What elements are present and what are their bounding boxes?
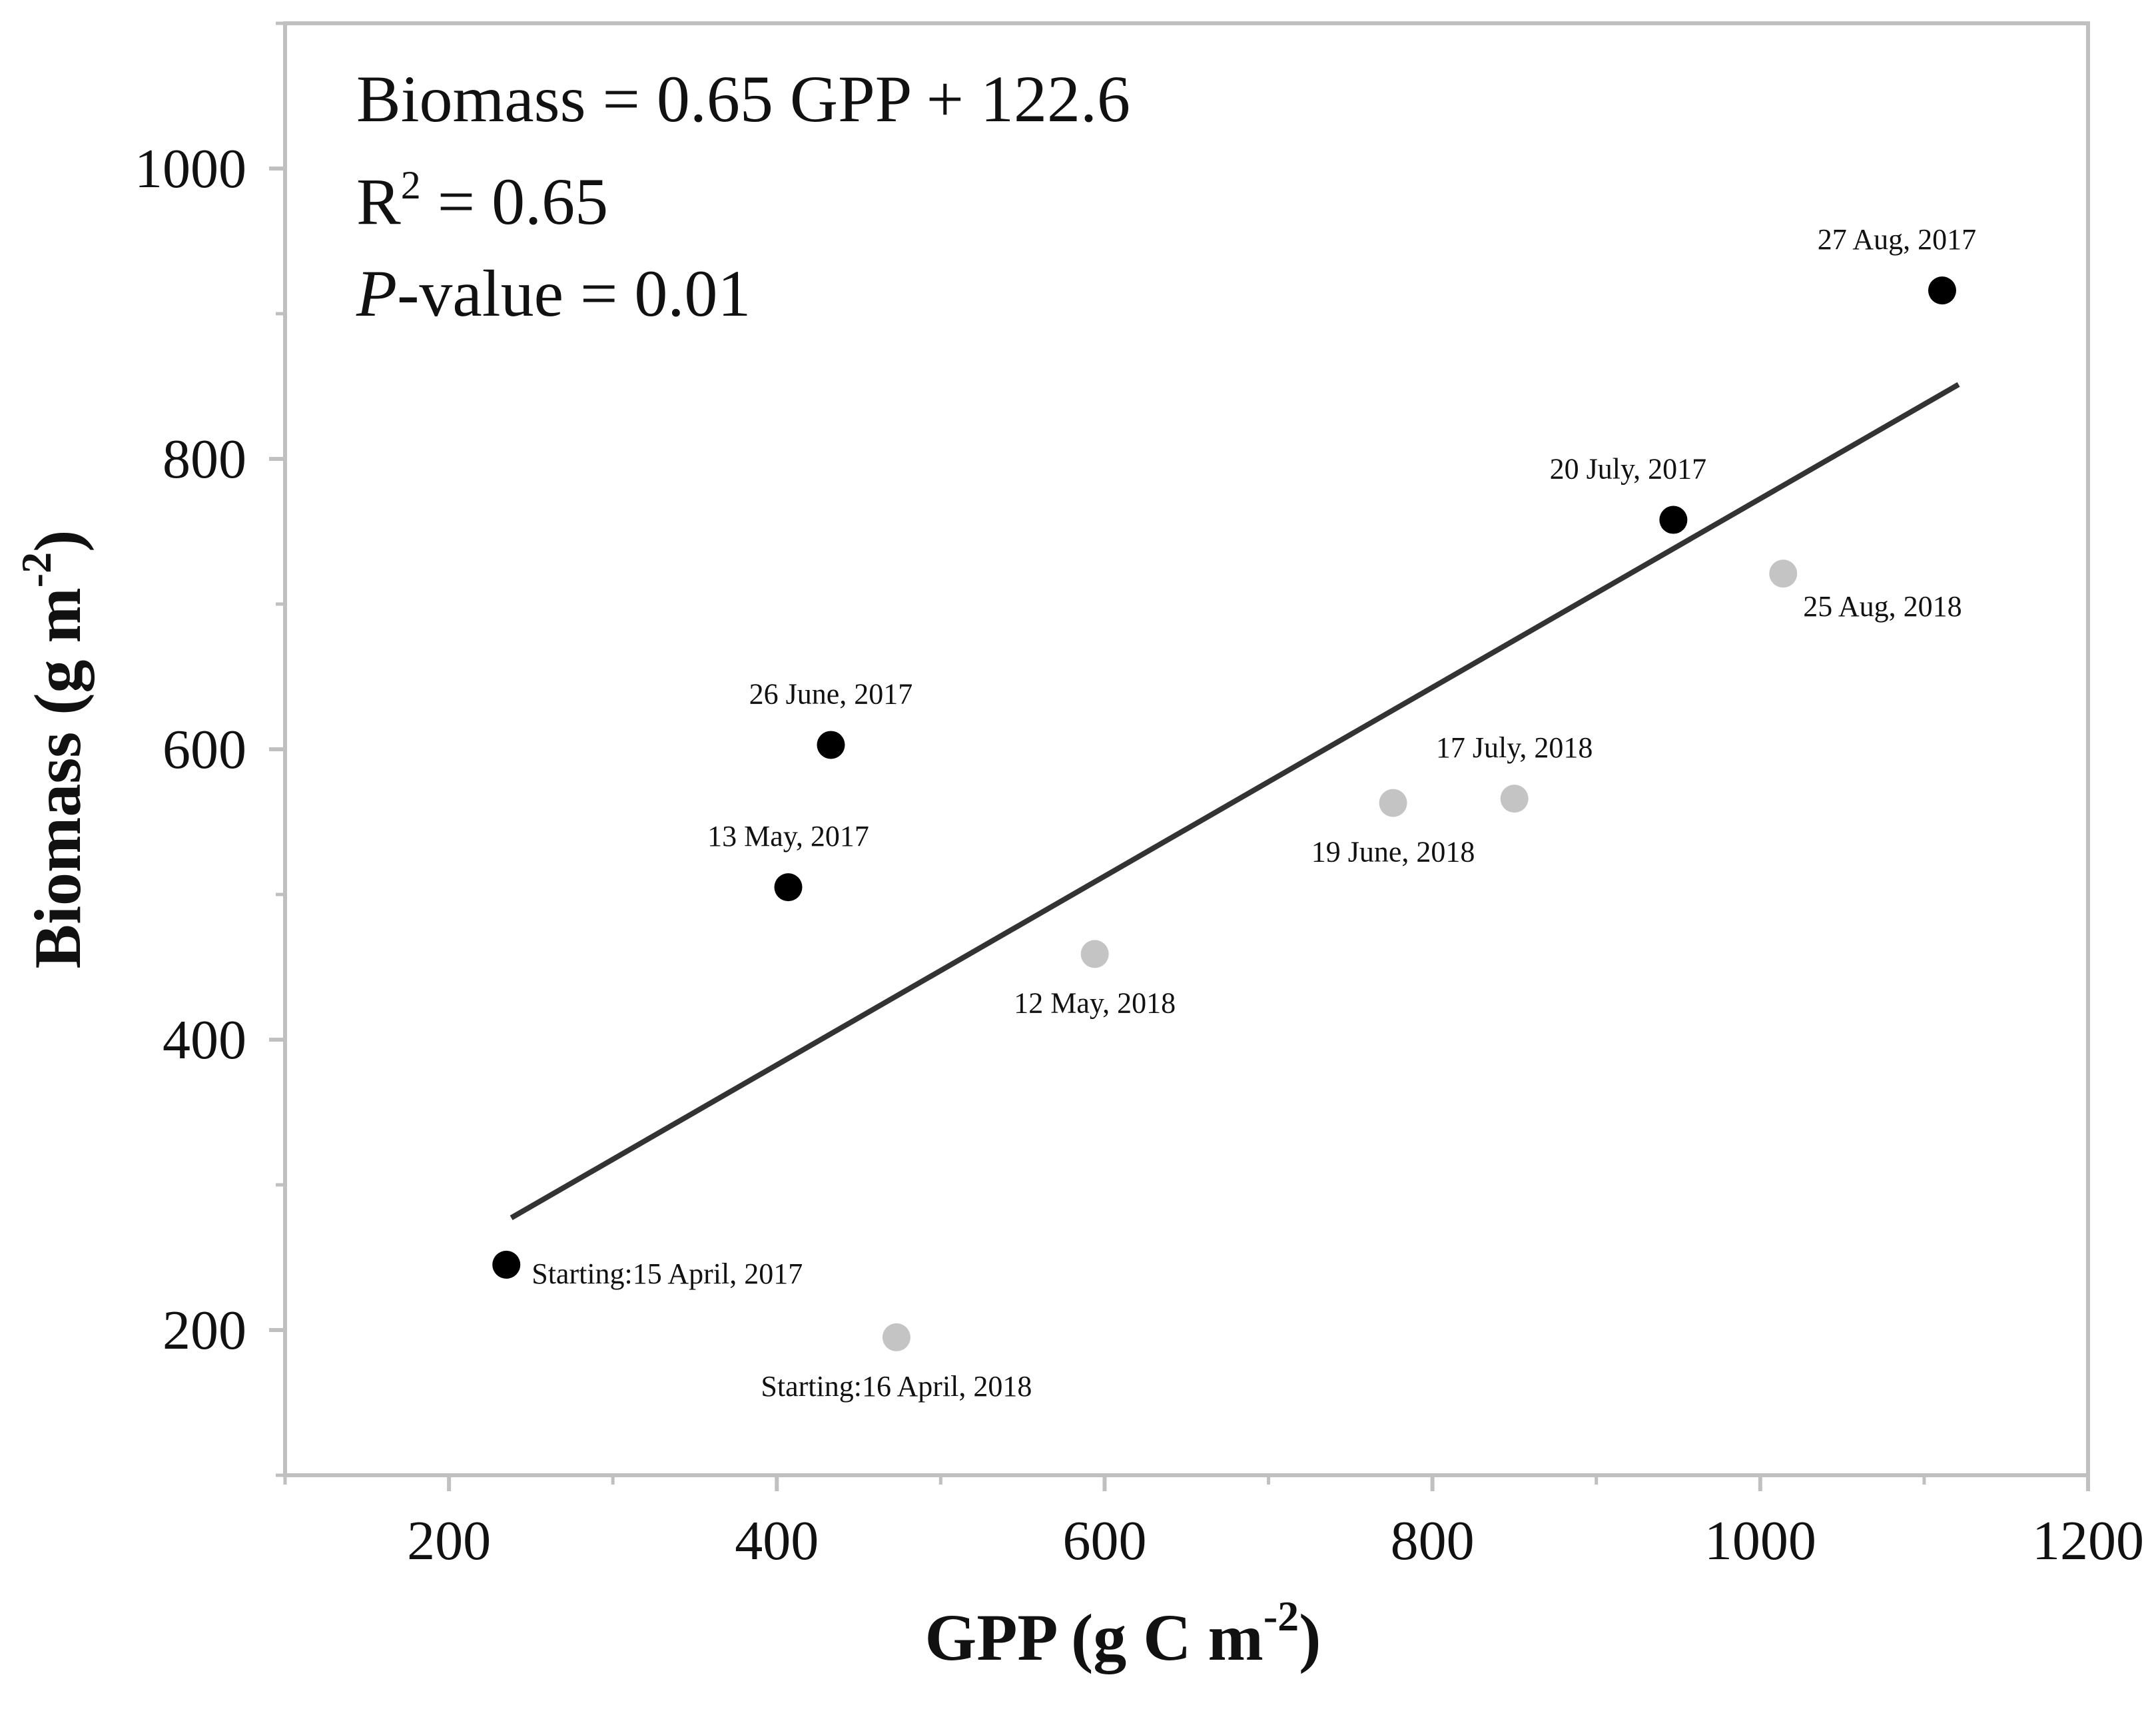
data-point-2017 xyxy=(817,731,845,759)
x-tick-label: 1000 xyxy=(1704,1510,1816,1572)
point-label: 12 May, 2018 xyxy=(1014,986,1176,1019)
y-tick-label: 1000 xyxy=(135,138,246,200)
data-point-2017 xyxy=(1659,506,1688,534)
x-tick-label: 600 xyxy=(1062,1510,1146,1572)
data-point-2018 xyxy=(882,1323,910,1351)
regression-equation: Biomass = 0.65 GPP + 122.6 xyxy=(356,62,1130,136)
data-point-2018 xyxy=(1379,789,1407,817)
point-label: 27 Aug, 2017 xyxy=(1818,223,1976,256)
data-point-2018 xyxy=(1080,940,1109,968)
x-tick-label: 800 xyxy=(1391,1510,1475,1572)
point-label: Starting:15 April, 2017 xyxy=(532,1257,803,1290)
point-label: 26 June, 2017 xyxy=(749,677,913,710)
point-label: 25 Aug, 2018 xyxy=(1803,590,1962,623)
data-point-2018 xyxy=(1500,785,1529,813)
p-value-annotation: P-value = 0.01 xyxy=(356,256,751,330)
point-label: 19 June, 2018 xyxy=(1311,836,1475,868)
y-tick-label: 400 xyxy=(163,1009,246,1071)
y-tick-label: 200 xyxy=(163,1299,246,1361)
point-label: 13 May, 2017 xyxy=(707,820,869,853)
y-tick-label: 800 xyxy=(163,428,246,490)
r-squared-annotation: R2 = 0.65 xyxy=(356,163,608,238)
data-point-2018 xyxy=(1769,559,1798,588)
regression-line xyxy=(510,382,1960,1220)
point-label: 17 July, 2018 xyxy=(1436,731,1593,764)
x-tick-label: 400 xyxy=(735,1510,819,1572)
data-point-2017 xyxy=(774,873,803,902)
point-label: Starting:16 April, 2018 xyxy=(761,1370,1032,1403)
y-axis-title: Biomass (g m-2) xyxy=(13,530,95,969)
data-point-2017 xyxy=(492,1250,521,1279)
x-tick-label: 1200 xyxy=(2032,1510,2144,1572)
point-label: 20 July, 2017 xyxy=(1550,453,1707,486)
x-tick-label: 200 xyxy=(407,1510,491,1572)
data-point-2017 xyxy=(1928,276,1956,305)
y-tick-label: 600 xyxy=(163,719,246,781)
x-axis-title: GPP (g C m-2) xyxy=(925,1592,1321,1674)
